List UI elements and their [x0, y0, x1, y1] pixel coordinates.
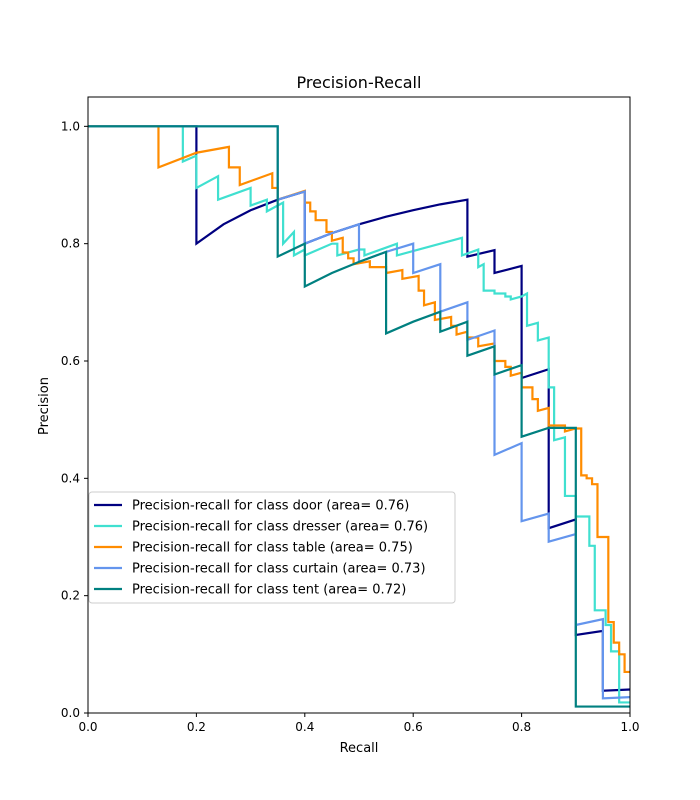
legend-label: Precision-recall for class dresser (area… [132, 520, 428, 535]
legend-box [88, 491, 456, 604]
y-tick-label: 0.0 [61, 706, 80, 720]
series-line-0 [88, 125, 630, 692]
legend-label: Precision-recall for class curtain (area… [132, 562, 426, 577]
y-tick-label: 0.6 [61, 354, 80, 368]
legend-label: Precision-recall for class door (area= 0… [132, 499, 409, 514]
legend: Precision-recall for class door (area= 0… [88, 491, 456, 604]
series-layer [88, 125, 630, 708]
x-tick-label: 0.0 [78, 720, 97, 734]
legend-label: Precision-recall for class tent (area= 0… [132, 583, 406, 598]
plot-frame [87, 96, 631, 714]
legend-label: Precision-recall for class table (area= … [132, 541, 413, 556]
series-line-2 [88, 125, 630, 674]
x-tick-label: 0.2 [187, 720, 206, 734]
y-tick-label: 1.0 [61, 119, 80, 133]
y-tick-label: 0.2 [61, 589, 80, 603]
series-line-1 [88, 125, 630, 704]
y-tick-label: 0.4 [61, 471, 80, 485]
x-tick-label: 0.8 [512, 720, 531, 734]
chart-title: Precision-Recall [297, 73, 422, 92]
axes-layer: 0.0 0.2 0.4 0.6 0.8 1.0 0.0 0.2 0.4 0.6 0.8 1.0 [61, 96, 640, 734]
x-tick-label: 1.0 [620, 720, 639, 734]
x-tick-label: 0.4 [295, 720, 314, 734]
x-axis-label: Recall [340, 741, 379, 756]
x-tick-label: 0.6 [404, 720, 423, 734]
y-tick-label: 0.8 [61, 237, 80, 251]
series-line-4 [88, 125, 630, 708]
y-axis-label: Precision [37, 377, 52, 435]
series-line-3 [88, 125, 630, 700]
